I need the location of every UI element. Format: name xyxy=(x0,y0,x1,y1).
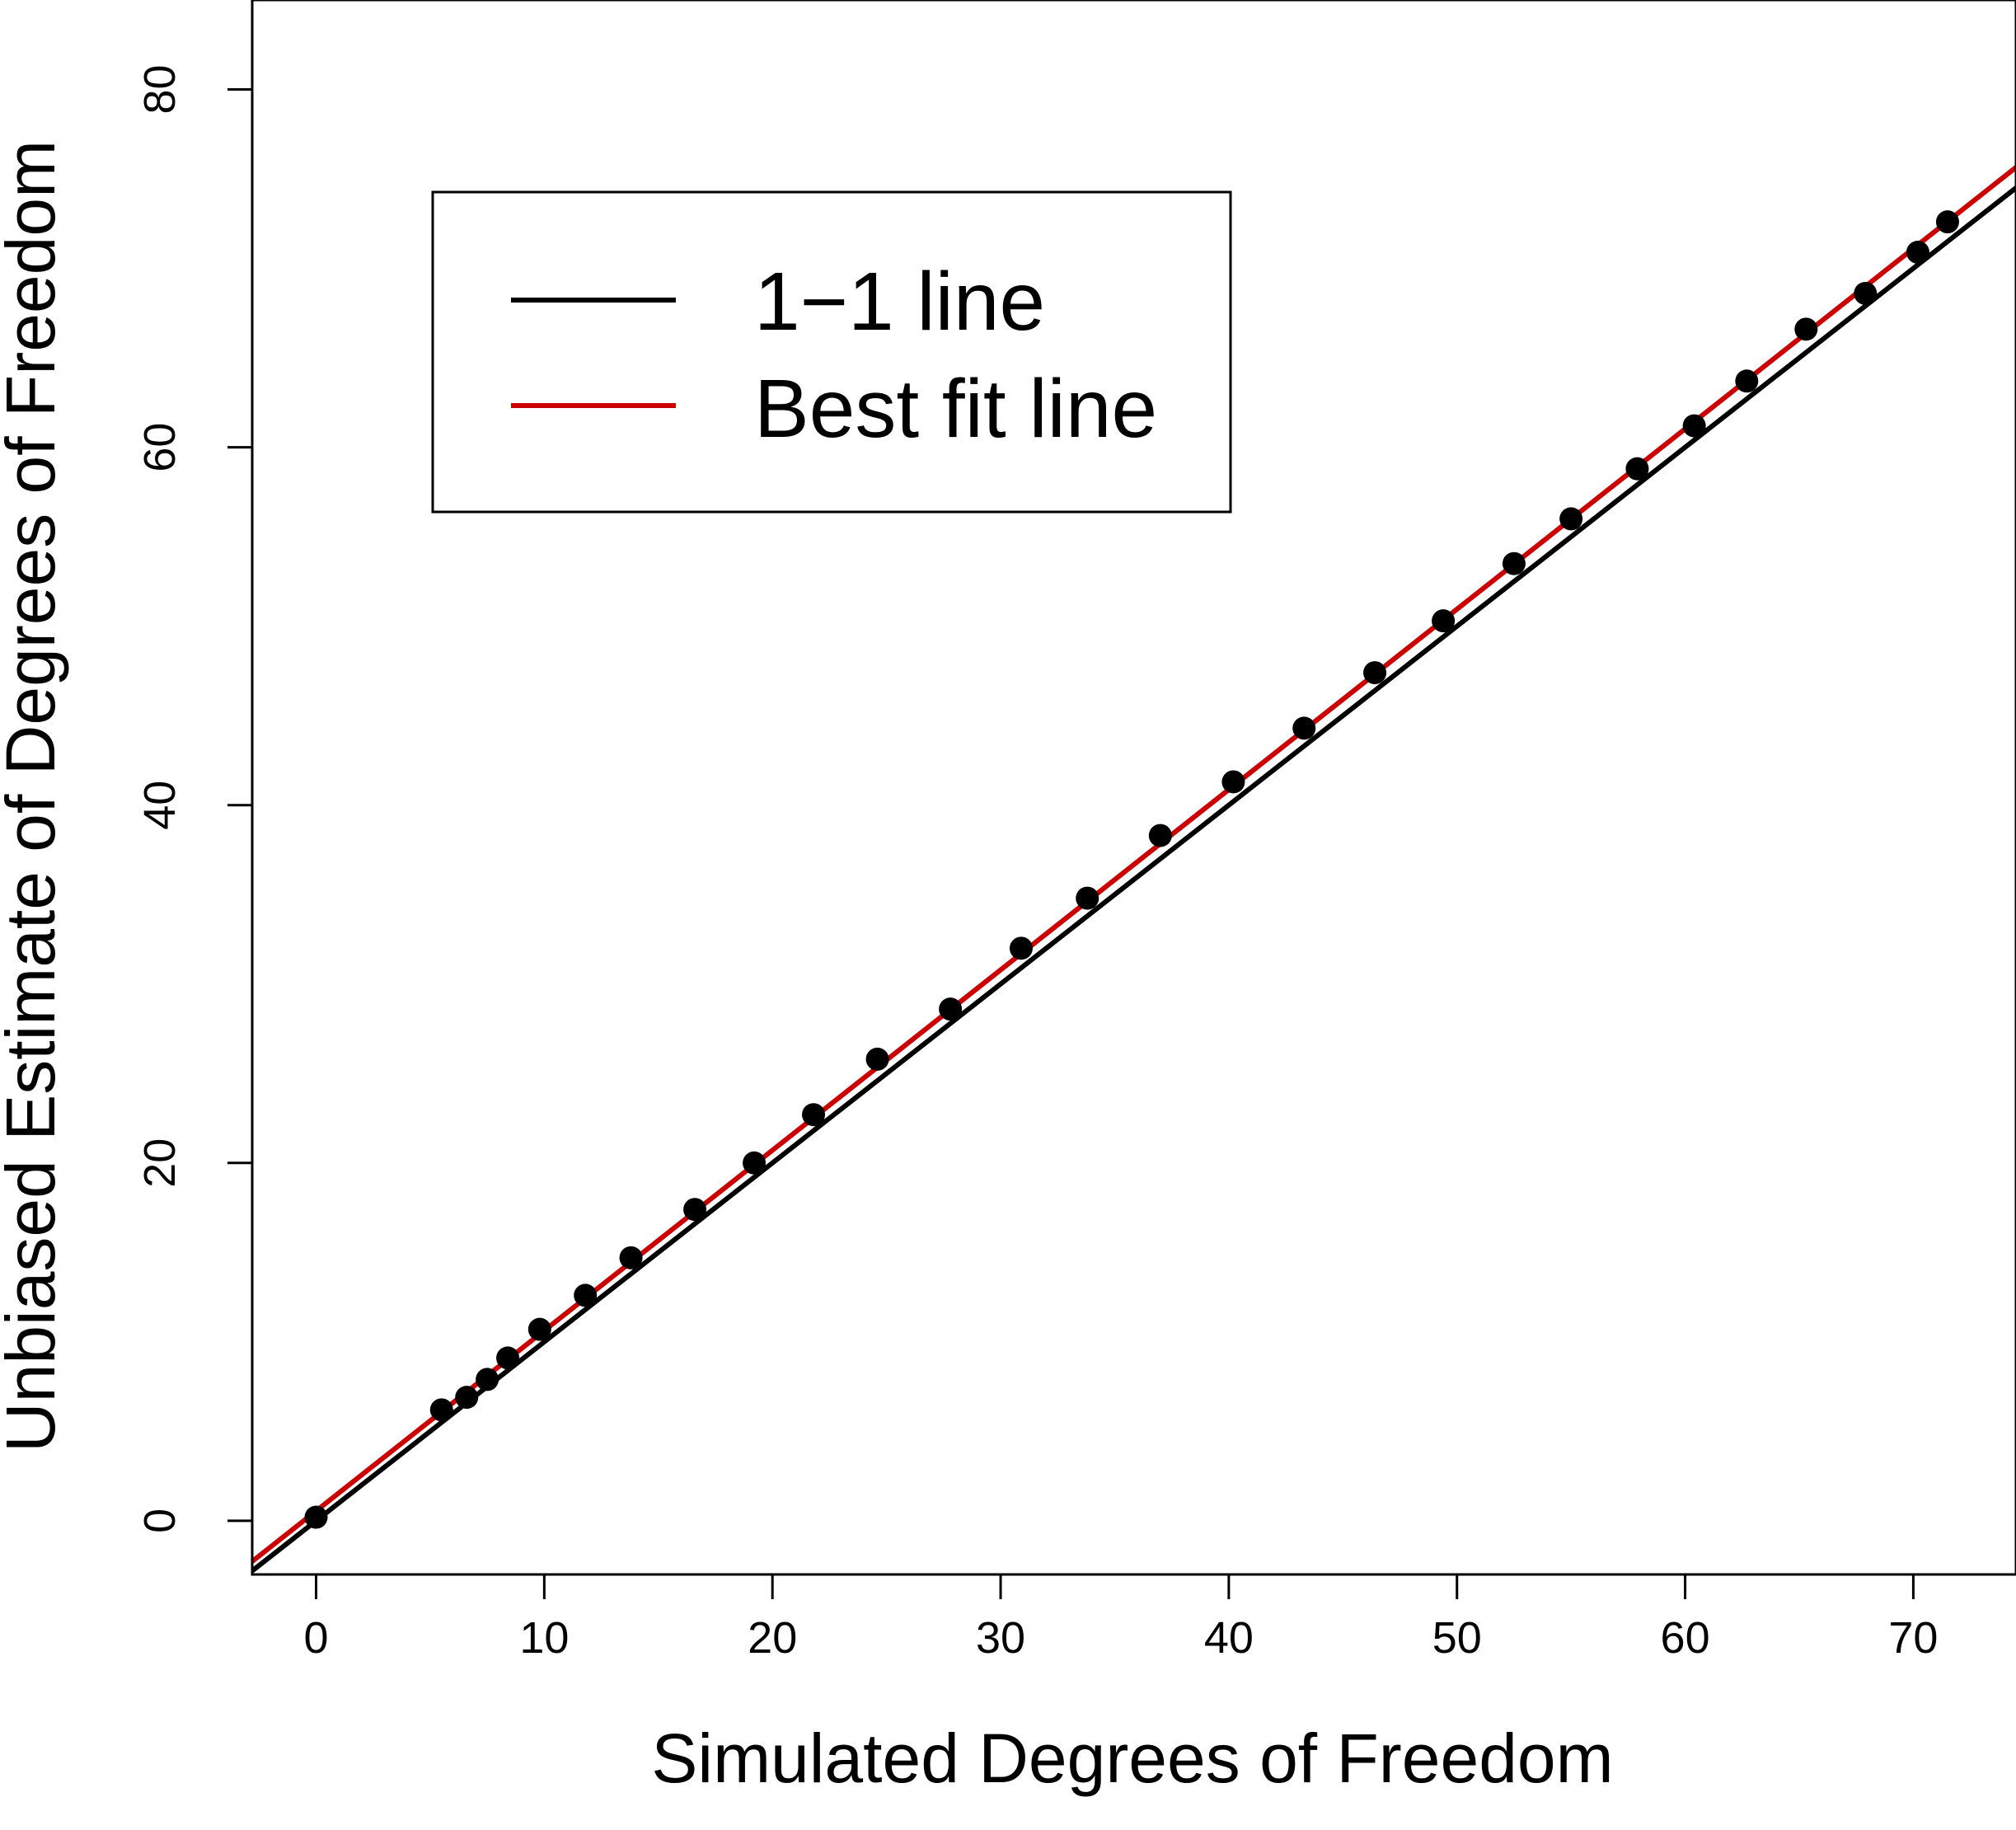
x-axis-title: Simulated Degrees of Freedom xyxy=(651,1720,1613,1797)
data-point xyxy=(683,1198,707,1222)
y-tick-label: 40 xyxy=(135,781,185,830)
data-point xyxy=(1363,661,1387,685)
data-point xyxy=(574,1283,598,1307)
data-point xyxy=(1009,936,1033,960)
x-tick-label: 30 xyxy=(976,1613,1025,1663)
x-tick-label: 0 xyxy=(303,1613,328,1663)
data-point xyxy=(865,1047,889,1071)
x-tick-label: 50 xyxy=(1432,1613,1482,1663)
data-point xyxy=(527,1317,551,1341)
plot-frame xyxy=(251,0,2016,1576)
y-axis-title: Unbiased Estimate of Degrees of Freedom xyxy=(0,140,69,1452)
data-point xyxy=(802,1103,826,1127)
data-point xyxy=(1148,824,1172,847)
y-tick-label: 60 xyxy=(135,423,185,472)
data-point xyxy=(1559,507,1583,531)
data-point xyxy=(1502,551,1526,575)
one-to-one-line xyxy=(251,185,2016,1574)
x-tick-label: 20 xyxy=(748,1613,797,1663)
data-point xyxy=(496,1346,520,1370)
data-point xyxy=(1682,414,1706,438)
x-tick-label: 70 xyxy=(1888,1613,1938,1663)
legend-box xyxy=(431,190,1232,514)
data-point xyxy=(476,1368,499,1391)
plot-area xyxy=(251,165,2016,1574)
y-tick-label: 80 xyxy=(135,64,185,114)
y-tick-label: 0 xyxy=(135,1509,185,1533)
data-point xyxy=(1854,281,1878,305)
data-point xyxy=(429,1398,453,1422)
data-point xyxy=(1935,210,1959,234)
data-point xyxy=(939,997,963,1021)
data-point xyxy=(1221,770,1245,794)
data-point xyxy=(1735,369,1759,393)
data-point xyxy=(1794,317,1818,341)
x-tick-label: 60 xyxy=(1661,1613,1710,1663)
axes: 0 10 20 30 40 50 60 70 0 20 40 60 80 xyxy=(135,0,2016,1663)
data-point xyxy=(743,1151,767,1175)
data-point xyxy=(1076,886,1099,910)
x-tick-label: 40 xyxy=(1204,1613,1254,1663)
x-tick-label: 10 xyxy=(519,1613,569,1663)
data-point xyxy=(1906,241,1929,265)
data-point xyxy=(1292,716,1316,740)
legend-label-best-fit-line: Best fit line xyxy=(754,363,1157,455)
y-tick-label: 20 xyxy=(135,1138,185,1188)
legend-label-1-1-line: 1−1 line xyxy=(754,256,1045,348)
data-point xyxy=(304,1505,328,1529)
data-point xyxy=(455,1386,479,1410)
data-point xyxy=(1432,609,1456,633)
data-point xyxy=(1625,457,1649,481)
data-point xyxy=(619,1246,643,1269)
legend: 1−1 line Best fit line xyxy=(431,190,1232,514)
